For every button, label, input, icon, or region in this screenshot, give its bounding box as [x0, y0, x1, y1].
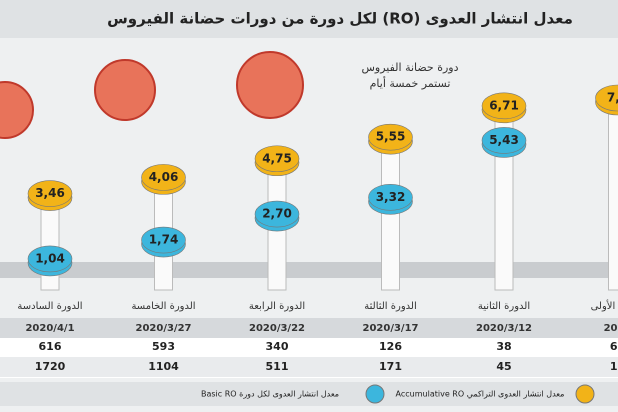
legend-marker	[575, 384, 595, 404]
marker	[141, 226, 186, 254]
note: دورة حضانة الفيروس	[361, 61, 458, 74]
x-tick-label: الدورة الخامسة	[131, 301, 195, 312]
marker	[254, 145, 300, 173]
marker	[27, 245, 73, 273]
title-bar	[0, 0, 618, 38]
date: 2020/3/27	[135, 323, 191, 334]
table-cell: 17	[610, 360, 618, 373]
date: 2020/3/22	[249, 323, 305, 334]
date: 2020/3/12	[476, 323, 532, 334]
chart-title: معدل انتشار العدوى (RO) لكل دورة من دورا…	[107, 10, 573, 28]
legend-label: معدل انتشار العدوى لكل دورة Basic RO	[201, 390, 339, 399]
table-cell: 61	[610, 340, 618, 353]
marker	[141, 164, 186, 191]
table-cell: 511	[266, 360, 289, 373]
date: 2020/3/17	[362, 323, 418, 334]
table-cell: 126	[379, 340, 402, 353]
table-cell: 616	[39, 340, 62, 353]
marker	[368, 123, 413, 151]
legend-bar	[0, 382, 618, 406]
value-label: 5,55	[376, 130, 406, 144]
x-tick-label: الدورة السادسة	[17, 301, 82, 312]
value-label: 1,04	[35, 251, 65, 265]
marker	[27, 180, 73, 207]
legend-marker	[365, 384, 385, 404]
pillar	[608, 97, 618, 291]
table-cell: 38	[496, 340, 511, 353]
legend-label: معدل انتشار العدوى التراكمي Accumulative…	[396, 390, 565, 399]
value-label: 2,70	[262, 207, 292, 221]
x-tick-label: الدورة الثالثة	[364, 301, 416, 312]
table-cell: 593	[152, 340, 175, 353]
value-label: 3,46	[35, 186, 65, 200]
date: 2020	[604, 323, 618, 334]
date-row	[0, 318, 618, 338]
value-label: 5,43	[489, 133, 519, 147]
value-label: 6,71	[489, 98, 519, 112]
table-cell: 1104	[148, 360, 179, 373]
marker	[481, 92, 527, 120]
x-tick-label: الدورة الرابعة	[249, 301, 305, 312]
table-cell: 171	[379, 360, 402, 373]
marker	[481, 127, 527, 154]
note: تستمر خمسة أيام	[370, 76, 451, 90]
value-label: 3,32	[376, 190, 406, 204]
table-row	[0, 357, 618, 377]
value-label: 4,75	[262, 151, 292, 165]
marker	[254, 200, 300, 228]
table-cell: 45	[496, 360, 511, 373]
table-cell: 340	[266, 340, 289, 353]
x-tick-label: الدورة الثانية	[478, 301, 530, 312]
marker	[368, 184, 413, 211]
value-label: 1,74	[149, 233, 179, 247]
value-label: 7,0	[607, 91, 618, 105]
table-cell: 1720	[35, 360, 66, 373]
value-label: 4,06	[149, 170, 179, 184]
x-tick-label: الدورة الأولى	[591, 299, 618, 312]
date: 2020/4/1	[25, 323, 74, 334]
base-band	[0, 262, 618, 278]
virus-decoration	[0, 51, 304, 139]
